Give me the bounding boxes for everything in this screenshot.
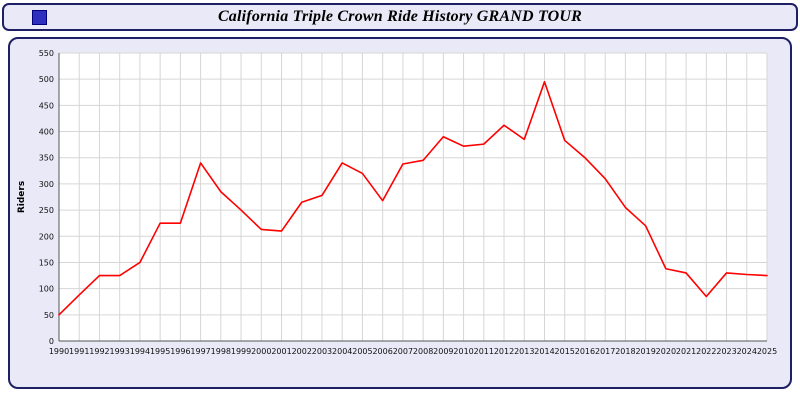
- svg-text:2021: 2021: [676, 347, 696, 356]
- svg-text:1999: 1999: [231, 347, 251, 356]
- svg-text:2009: 2009: [433, 347, 453, 356]
- chart-panel: 0 50 100 150 200 250 300 350 400 450 500 550 1990 199…: [8, 37, 792, 389]
- svg-text:2003: 2003: [312, 347, 332, 356]
- svg-text:1991: 1991: [69, 347, 89, 356]
- svg-text:2018: 2018: [615, 347, 635, 356]
- svg-text:Riders: Riders: [17, 181, 27, 213]
- svg-text:2013: 2013: [514, 347, 534, 356]
- svg-text:2011: 2011: [474, 347, 494, 356]
- svg-text:1993: 1993: [110, 347, 130, 356]
- svg-text:2005: 2005: [352, 347, 372, 356]
- svg-text:2016: 2016: [575, 347, 595, 356]
- svg-text:2002: 2002: [292, 347, 312, 356]
- svg-text:1994: 1994: [130, 347, 150, 356]
- svg-text:400: 400: [39, 128, 54, 137]
- svg-text:2017: 2017: [595, 347, 615, 356]
- title-bar: California Triple Crown Ride History GRA…: [2, 3, 798, 31]
- svg-text:2024: 2024: [737, 347, 757, 356]
- svg-text:200: 200: [39, 232, 54, 241]
- svg-text:2023: 2023: [716, 347, 736, 356]
- blue-square-icon[interactable]: [32, 10, 47, 25]
- svg-text:1998: 1998: [211, 347, 231, 356]
- svg-text:2000: 2000: [251, 347, 271, 356]
- svg-text:2014: 2014: [534, 347, 554, 356]
- svg-text:2006: 2006: [372, 347, 392, 356]
- svg-text:0: 0: [49, 337, 54, 346]
- svg-text:1990: 1990: [49, 347, 69, 356]
- svg-text:2001: 2001: [271, 347, 291, 356]
- svg-text:1992: 1992: [89, 347, 109, 356]
- svg-text:500: 500: [39, 75, 54, 84]
- svg-text:2019: 2019: [635, 347, 655, 356]
- svg-text:300: 300: [39, 180, 54, 189]
- svg-text:450: 450: [39, 101, 54, 110]
- svg-text:2022: 2022: [696, 347, 716, 356]
- svg-text:350: 350: [39, 154, 54, 163]
- svg-text:2025: 2025: [757, 347, 777, 356]
- svg-text:2020: 2020: [656, 347, 676, 356]
- svg-text:2004: 2004: [332, 347, 352, 356]
- svg-text:50: 50: [44, 311, 54, 320]
- svg-text:2007: 2007: [393, 347, 413, 356]
- svg-text:550: 550: [39, 49, 54, 58]
- svg-text:2008: 2008: [413, 347, 433, 356]
- svg-text:1997: 1997: [190, 347, 210, 356]
- svg-text:1996: 1996: [170, 347, 190, 356]
- svg-text:2015: 2015: [555, 347, 575, 356]
- svg-text:100: 100: [39, 285, 54, 294]
- svg-text:2012: 2012: [494, 347, 514, 356]
- svg-text:250: 250: [39, 206, 54, 215]
- page-title: California Triple Crown Ride History GRA…: [217, 8, 583, 25]
- svg-text:1995: 1995: [150, 347, 170, 356]
- svg-text:150: 150: [39, 258, 54, 267]
- svg-text:2010: 2010: [453, 347, 473, 356]
